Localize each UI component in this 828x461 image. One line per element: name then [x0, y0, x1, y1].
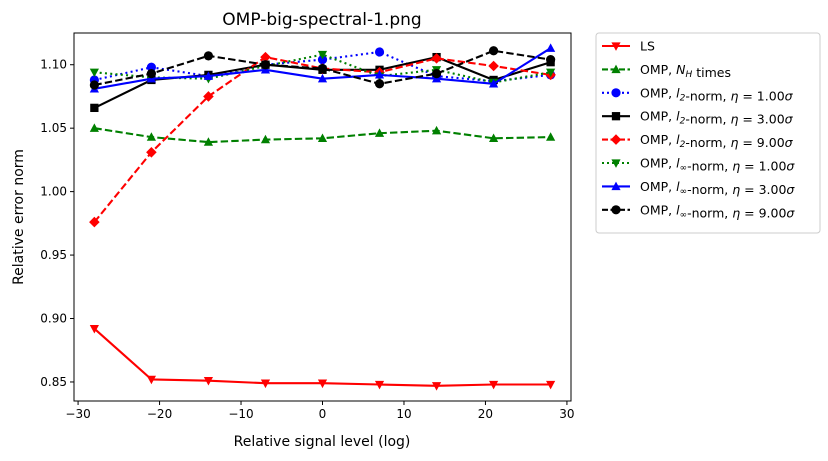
data-point	[89, 123, 99, 132]
data-point	[488, 46, 499, 56]
y-tick-label: 1.10	[40, 58, 67, 72]
y-tick-label: 1.00	[40, 185, 67, 199]
x-tick-label: 20	[478, 407, 493, 421]
legend-entry: OMP, l∞-norm, η = 9.00σ	[602, 202, 795, 220]
data-point	[431, 125, 442, 135]
legend-label: OMP, l2-norm, η = 9.00σ	[640, 132, 794, 150]
legend-marker	[611, 159, 621, 168]
y-tick-label: 0.85	[40, 375, 67, 389]
chart-title: OMP-big-spectral-1.png	[222, 10, 421, 30]
legend-label: OMP, NH times	[640, 62, 731, 80]
data-point	[260, 379, 271, 389]
legend-frame	[595, 32, 821, 234]
data-point	[431, 53, 442, 64]
data-point	[146, 146, 157, 158]
legend-label: OMP, l2-norm, η = 1.00σ	[640, 85, 794, 103]
data-point	[203, 71, 214, 80]
data-point	[89, 216, 100, 228]
axes-frame	[73, 32, 572, 402]
data-point	[146, 69, 157, 79]
series-line	[94, 53, 551, 84]
data-point	[203, 51, 214, 61]
data-point	[317, 379, 328, 389]
data-point	[203, 377, 214, 386]
legend-marker	[611, 42, 621, 51]
data-point	[317, 63, 328, 74]
data-point	[260, 51, 271, 63]
series-line	[93, 327, 551, 387]
data-point	[89, 68, 99, 78]
legend-entry: OMP, l∞-norm, η = 3.00σ	[602, 179, 795, 197]
legend-entry: OMP, l2-norm, η = 9.00σ	[602, 132, 794, 150]
x-axis-label: Relative signal level (log)	[234, 434, 411, 450]
legend-marker	[611, 64, 621, 74]
legend-label: OMP, l2-norm, η = 3.00σ	[640, 109, 794, 127]
data-point	[317, 50, 328, 60]
legend: LS OMP, NH times OMP, l2-norm, η = 1.00σ OM…	[595, 32, 821, 234]
data-point	[431, 69, 442, 79]
data-point	[374, 70, 385, 79]
data-point	[374, 47, 385, 57]
data-point	[203, 137, 214, 146]
data-point	[546, 55, 556, 65]
legend-label: OMP, l∞-norm, η = 1.00σ	[640, 156, 795, 174]
legend-entry: OMP, l2-norm, η = 1.00σ	[602, 85, 794, 103]
data-point	[317, 133, 328, 143]
x-axis: −30 −20 −10 0 10 20 30	[65, 401, 575, 421]
series-line	[94, 49, 551, 87]
legend-label: OMP, l∞-norm, η = 9.00σ	[640, 202, 795, 220]
data-point	[260, 134, 271, 144]
legend-entry: OMP, NH times	[602, 62, 731, 80]
data-point	[546, 43, 556, 52]
series-0	[89, 324, 556, 391]
y-tick-label: 0.95	[40, 248, 67, 262]
data-point	[146, 62, 157, 72]
data-point	[317, 73, 328, 83]
x-tick-label: 30	[559, 407, 574, 421]
x-tick-label: −20	[147, 407, 172, 421]
data-point	[374, 79, 385, 89]
legend-entry: LS	[602, 39, 655, 54]
data-point	[488, 133, 499, 143]
legend-entry: OMP, l2-norm, η = 3.00σ	[602, 109, 794, 127]
data-point	[546, 132, 556, 141]
x-tick-label: −30	[65, 407, 90, 421]
data-point	[488, 380, 499, 390]
x-tick-label: 10	[396, 407, 411, 421]
legend-marker	[611, 205, 621, 215]
data-point	[90, 103, 99, 113]
data-point	[89, 324, 99, 334]
data-point	[546, 68, 556, 78]
data-point	[146, 375, 157, 385]
data-point	[488, 60, 499, 72]
data-point	[488, 78, 499, 88]
legend-marker	[610, 134, 622, 145]
plot-area	[89, 43, 556, 391]
data-point	[203, 91, 214, 102]
data-point	[374, 380, 385, 390]
legend-label: OMP, l∞-norm, η = 3.00σ	[640, 179, 795, 197]
data-point	[89, 80, 99, 90]
y-tick-label: 0.90	[40, 312, 67, 326]
y-axis: 0.85 0.90 0.95 1.00 1.05 1.10	[40, 58, 74, 389]
data-point	[260, 60, 271, 70]
legend-marker	[611, 181, 621, 191]
legend-entry: OMP, l∞-norm, η = 1.00σ	[602, 156, 795, 174]
data-point	[374, 128, 385, 137]
x-tick-label: 0	[319, 407, 327, 421]
series-7	[89, 46, 556, 90]
data-point	[317, 55, 328, 65]
data-point	[546, 380, 556, 390]
y-tick-label: 1.05	[40, 121, 67, 135]
legend-marker	[611, 88, 621, 98]
x-tick-label: −10	[228, 407, 253, 421]
y-axis-label: Relative error norm	[11, 149, 27, 285]
data-point	[146, 132, 157, 141]
legend-marker	[611, 112, 621, 121]
series-1	[89, 123, 556, 146]
data-point	[431, 382, 442, 391]
legend-label: LS	[640, 39, 655, 54]
